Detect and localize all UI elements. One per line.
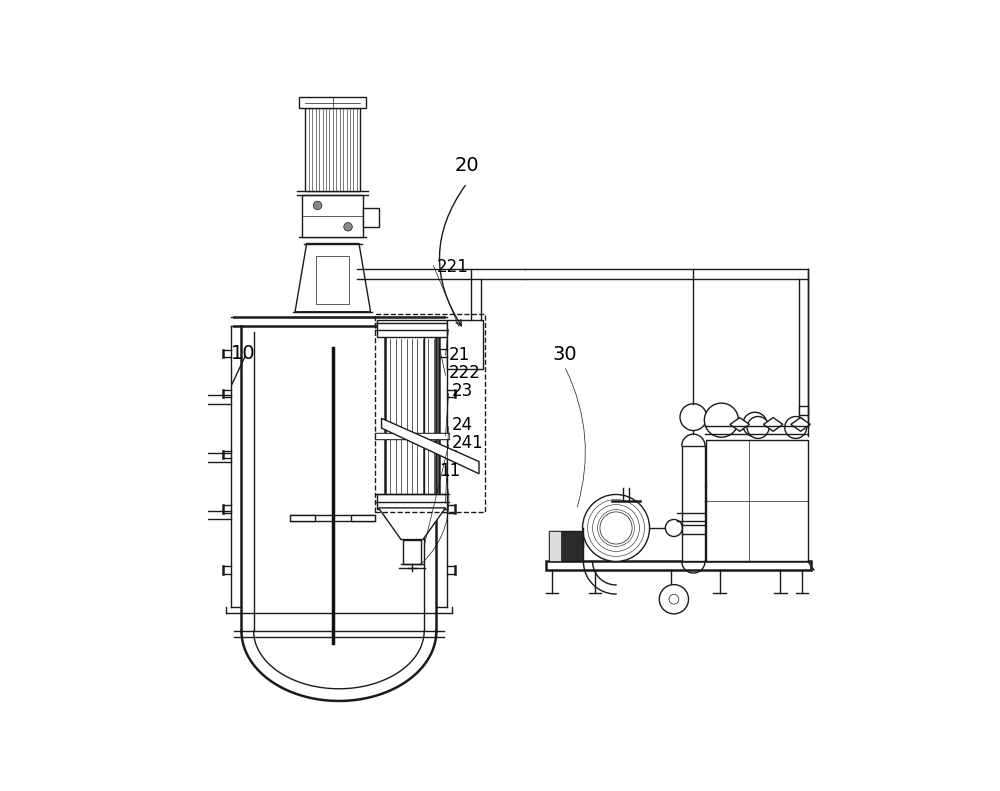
Polygon shape — [295, 244, 371, 312]
Circle shape — [680, 403, 707, 430]
Bar — [305, 108, 360, 191]
Polygon shape — [763, 418, 783, 431]
Circle shape — [743, 412, 767, 437]
Polygon shape — [379, 508, 446, 539]
Bar — [351, 515, 375, 521]
Polygon shape — [382, 418, 479, 474]
Circle shape — [313, 201, 322, 210]
Bar — [549, 531, 583, 562]
Bar — [299, 97, 366, 108]
Text: 221: 221 — [436, 258, 468, 275]
Bar — [185, 518, 198, 524]
Bar — [302, 195, 363, 237]
Circle shape — [704, 403, 738, 437]
Bar — [546, 562, 811, 570]
Bar — [290, 515, 315, 521]
Bar — [187, 451, 196, 521]
Text: 10: 10 — [231, 344, 256, 363]
Text: 222: 222 — [449, 364, 480, 382]
Text: 21: 21 — [449, 346, 470, 364]
Text: 23: 23 — [452, 382, 473, 400]
Circle shape — [669, 594, 679, 604]
Bar — [447, 320, 483, 369]
Circle shape — [600, 512, 632, 544]
Circle shape — [747, 417, 769, 438]
Bar — [375, 314, 485, 512]
Circle shape — [785, 417, 807, 438]
Bar — [706, 440, 808, 562]
Bar — [549, 531, 561, 562]
Bar — [316, 255, 349, 305]
Text: 241: 241 — [452, 434, 483, 452]
Circle shape — [665, 520, 682, 536]
Bar — [375, 433, 449, 439]
Circle shape — [344, 222, 352, 231]
Circle shape — [706, 518, 725, 538]
Text: 20: 20 — [455, 156, 479, 175]
Text: 11: 11 — [439, 462, 461, 479]
Bar — [682, 446, 705, 562]
Bar — [377, 494, 447, 509]
Bar — [377, 320, 447, 337]
Circle shape — [659, 585, 689, 614]
Circle shape — [583, 494, 650, 562]
Bar — [185, 445, 198, 451]
Text: 30: 30 — [552, 345, 577, 364]
Bar — [199, 392, 205, 407]
Polygon shape — [791, 418, 810, 431]
Bar — [799, 406, 808, 415]
Bar — [403, 539, 421, 564]
Text: 24: 24 — [452, 416, 473, 434]
Polygon shape — [730, 418, 749, 431]
Bar — [363, 207, 379, 227]
